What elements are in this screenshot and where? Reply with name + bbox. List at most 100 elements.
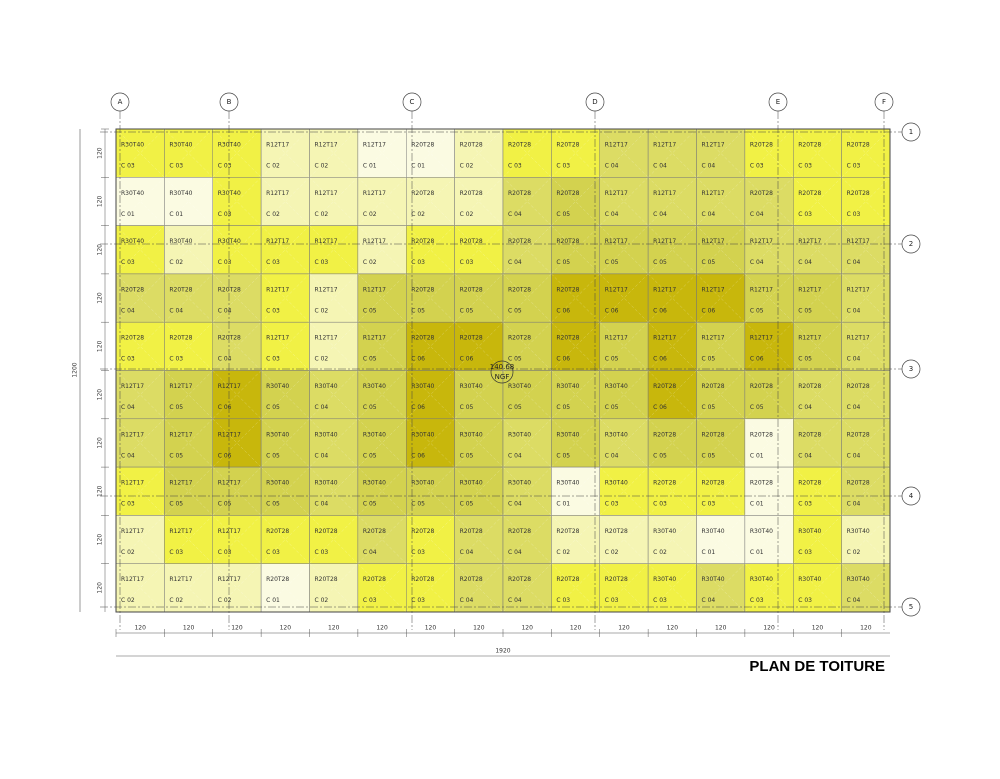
roof-cell <box>212 273 262 323</box>
cell-code: R12T17 <box>266 238 289 245</box>
cell-class: C 05 <box>169 452 183 459</box>
cell-code: R12T17 <box>363 238 386 245</box>
cell-code: R20T28 <box>363 576 386 583</box>
roof-cell <box>309 273 359 323</box>
cell-diagonal <box>599 466 649 516</box>
roof-cell <box>696 418 746 468</box>
cell-code: R20T28 <box>411 576 434 583</box>
cell-diagonal <box>357 466 407 516</box>
cell-code: R20T28 <box>798 431 821 438</box>
cell-diagonal <box>696 128 746 178</box>
cell-code: R12T17 <box>121 576 144 583</box>
roof-cell <box>212 370 262 420</box>
cell-diagonal <box>647 515 697 564</box>
cell-code: R20T28 <box>653 431 676 438</box>
cell-diagonal <box>793 515 842 564</box>
cell-code: R12T17 <box>702 190 725 197</box>
cell-code: R30T40 <box>798 576 821 583</box>
cell-diagonal <box>647 225 697 275</box>
column-dimension: 120 <box>521 625 533 632</box>
cell-diagonal <box>793 225 842 275</box>
roof-cell <box>502 128 552 178</box>
cell-diagonal <box>406 128 455 178</box>
cell-diagonal <box>696 370 746 419</box>
axis-bubble <box>219 92 239 112</box>
cell-code: R20T28 <box>315 576 338 583</box>
cell-class: C 03 <box>798 549 812 556</box>
cell-class: C 05 <box>653 452 667 459</box>
cell-code: R30T40 <box>750 576 773 583</box>
cell-diagonal <box>599 128 649 178</box>
cell-class: C 05 <box>411 307 425 314</box>
cell-diagonal <box>454 563 504 613</box>
cell-diagonal <box>647 177 697 226</box>
cell-code: R12T17 <box>750 238 773 245</box>
cell-diagonal <box>502 322 552 371</box>
cell-diagonal <box>406 515 455 564</box>
roof-cell <box>357 563 407 613</box>
cell-class: C 04 <box>847 356 861 363</box>
cell-diagonal <box>696 177 746 226</box>
cell-class: C 05 <box>556 259 570 266</box>
roof-cell <box>260 563 310 613</box>
roof-cell <box>647 321 697 371</box>
cell-diagonal <box>164 128 213 178</box>
cell-code: R12T17 <box>315 335 338 342</box>
roof-cell <box>647 515 697 564</box>
cell-diagonal <box>793 322 842 371</box>
cell-code: R20T28 <box>556 142 579 149</box>
cell-code: R12T17 <box>605 335 628 342</box>
cell-code: R30T40 <box>653 528 676 535</box>
cell-class: C 05 <box>266 452 280 459</box>
row-dimension: 120 <box>97 340 104 352</box>
cell-diagonal <box>744 563 794 613</box>
cell-diagonal <box>841 177 891 226</box>
cell-diagonal <box>357 515 407 564</box>
cell-diagonal <box>502 515 552 564</box>
cell-diagonal <box>744 370 794 419</box>
cell-diagonal <box>841 515 891 564</box>
cell-class: C 06 <box>411 404 425 411</box>
roof-cell <box>744 515 794 564</box>
cell-class: C 05 <box>460 501 474 508</box>
cell-class: C 04 <box>798 452 812 459</box>
cell-code: R12T17 <box>315 190 338 197</box>
cell-diagonal <box>164 128 213 178</box>
cell-diagonal <box>841 273 891 323</box>
column-dimension: 120 <box>328 625 340 632</box>
cell-class: C 03 <box>121 356 135 363</box>
cell-class: C 03 <box>218 549 232 556</box>
roof-cell <box>841 418 891 468</box>
column-dimension: 120 <box>425 625 437 632</box>
roof-cell <box>841 515 891 564</box>
cell-diagonal <box>260 322 310 371</box>
cell-class: C 05 <box>702 356 716 363</box>
cell-class: C 05 <box>556 211 570 218</box>
cell-code: R12T17 <box>121 528 144 535</box>
roof-cell <box>841 466 891 516</box>
roof-cell <box>841 177 891 226</box>
cell-code: R20T28 <box>411 238 434 245</box>
cell-diagonal <box>406 273 455 323</box>
cell-diagonal <box>841 177 891 226</box>
roof-cell <box>260 466 310 516</box>
column-dimension: 120 <box>134 625 146 632</box>
cell-code: R30T40 <box>508 383 531 390</box>
cell-diagonal <box>164 466 213 516</box>
cell-diagonal <box>793 515 842 564</box>
cell-diagonal <box>841 225 891 275</box>
cell-diagonal <box>647 370 697 419</box>
cell-code: R30T40 <box>411 383 434 390</box>
cell-code: R30T40 <box>605 383 628 390</box>
roof-cell <box>841 273 891 323</box>
cell-diagonal <box>793 128 842 178</box>
cell-diagonal <box>309 418 359 468</box>
cell-diagonal <box>260 322 310 371</box>
roof-cell <box>115 273 165 323</box>
cell-code: R20T28 <box>411 190 434 197</box>
cell-diagonal <box>357 418 407 468</box>
cell-class: C 04 <box>218 356 232 363</box>
cell-diagonal <box>696 418 746 468</box>
cell-class: C 02 <box>411 211 425 218</box>
cell-diagonal <box>793 273 842 323</box>
